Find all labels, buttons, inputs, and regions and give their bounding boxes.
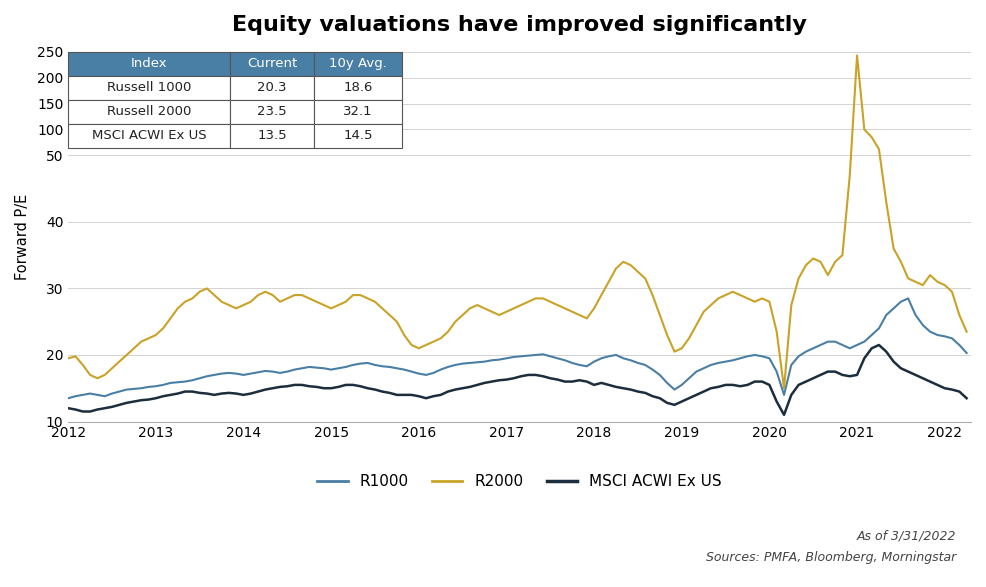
- Legend: R1000, R2000, MSCI ACWI Ex US: R1000, R2000, MSCI ACWI Ex US: [311, 468, 729, 495]
- Text: Sources: PMFA, Bloomberg, Morningstar: Sources: PMFA, Bloomberg, Morningstar: [706, 551, 956, 564]
- Title: Equity valuations have improved significantly: Equity valuations have improved signific…: [232, 15, 807, 35]
- Text: As of 3/31/2022: As of 3/31/2022: [857, 530, 956, 543]
- Y-axis label: Forward P/E: Forward P/E: [15, 194, 30, 280]
